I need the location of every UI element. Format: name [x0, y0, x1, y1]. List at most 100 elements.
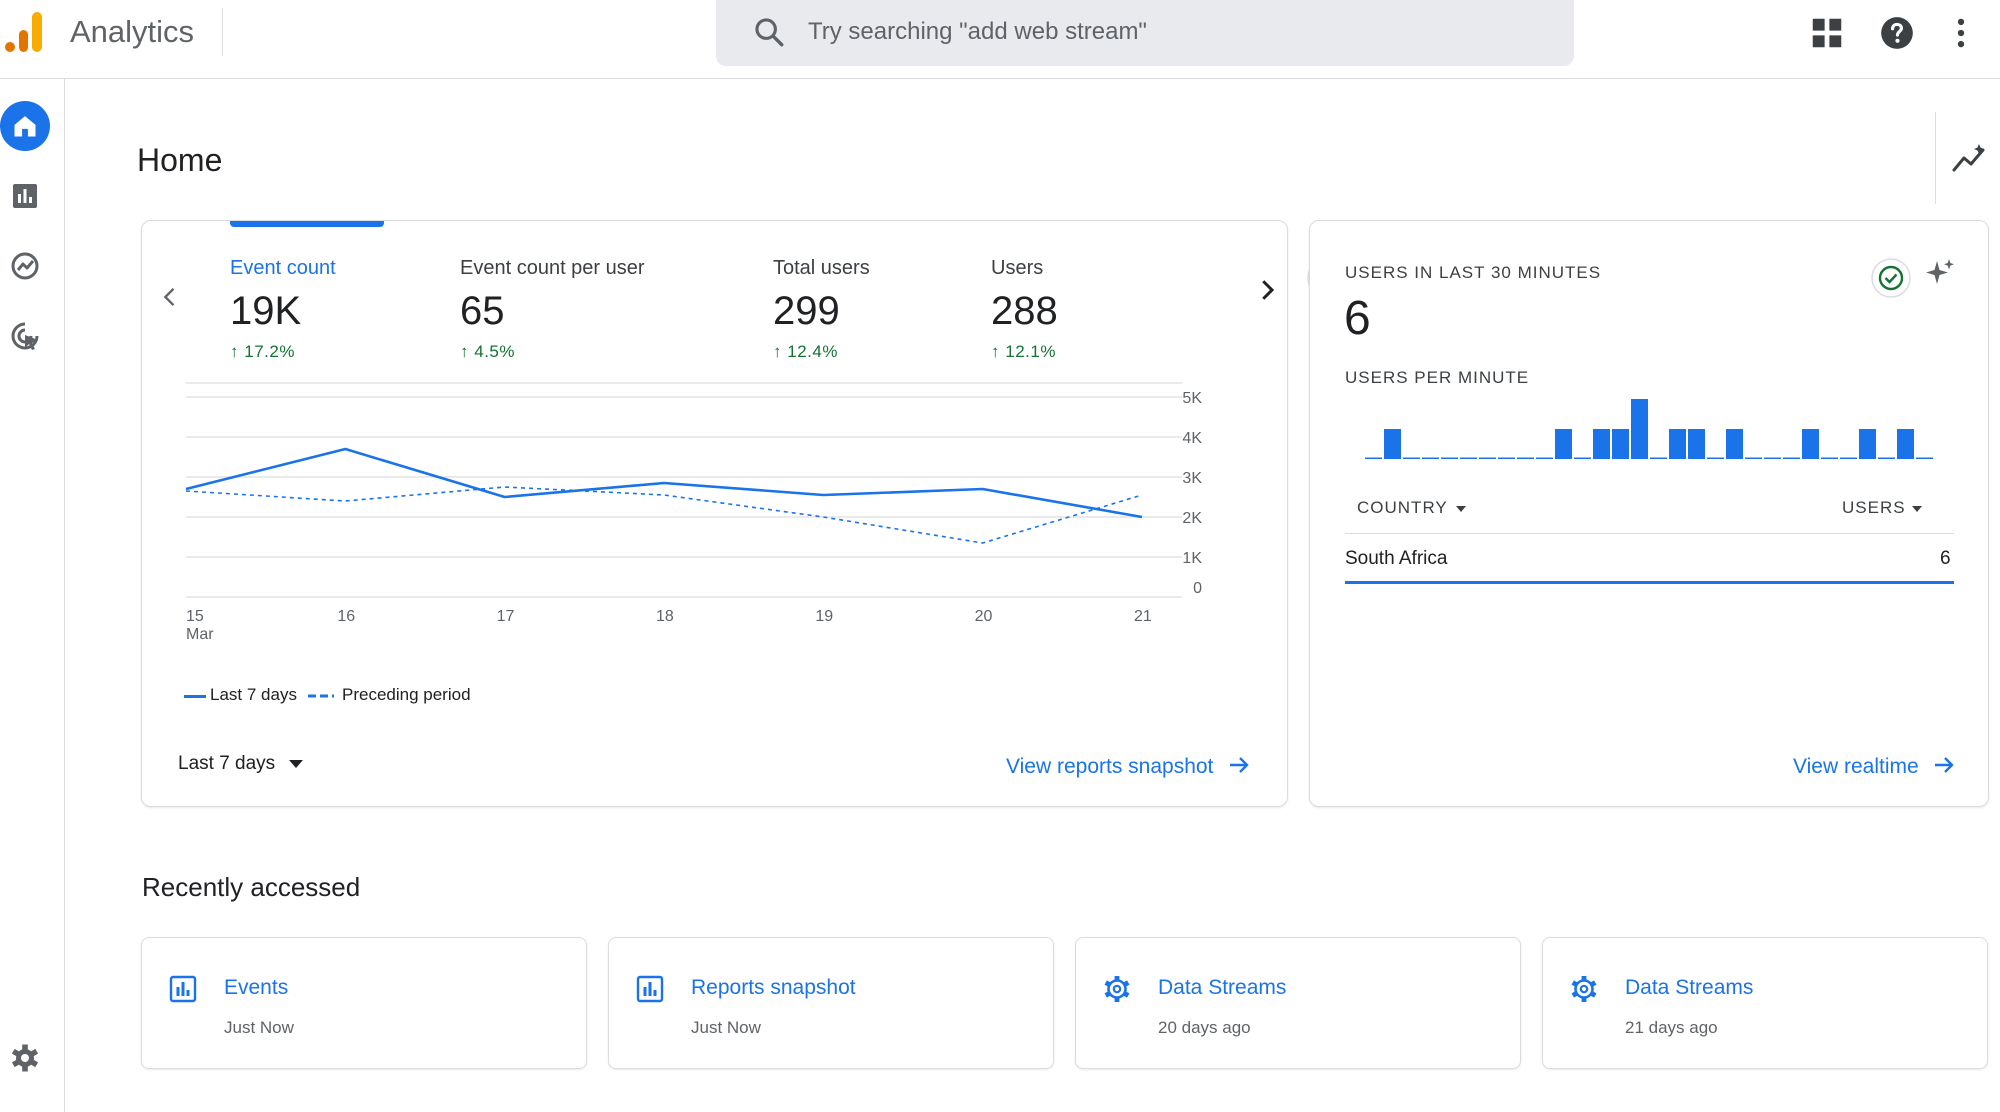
- metric-change: ↑ 12.1%: [991, 342, 1056, 362]
- dropdown-arrow-icon: [288, 760, 303, 768]
- view-reports-snapshot-link[interactable]: View reports snapshot: [1006, 755, 1250, 779]
- minute-bar-empty[interactable]: [1650, 457, 1667, 460]
- minute-bar-empty[interactable]: [1403, 457, 1420, 460]
- metric-change: ↑ 12.4%: [773, 342, 838, 362]
- recent-item-reports-snapshot[interactable]: Reports snapshot Just Now: [608, 937, 1054, 1069]
- minute-bar[interactable]: [1688, 429, 1705, 459]
- arrow-up-icon: ↑: [460, 342, 469, 361]
- row-proportion-bar: [1345, 581, 1954, 584]
- minute-bar-empty[interactable]: [1764, 457, 1781, 460]
- date-range-dropdown[interactable]: Last 7 days: [178, 753, 304, 783]
- realtime-title: USERS IN LAST 30 MINUTES: [1345, 263, 1602, 282]
- minute-bar[interactable]: [1555, 429, 1572, 459]
- legend-swatch-solid: [184, 695, 206, 698]
- minute-bar[interactable]: [1897, 429, 1914, 459]
- table-divider: [1345, 533, 1954, 534]
- sort-dropdown-icon: [1912, 506, 1922, 512]
- recent-item-time: Just Now: [224, 1018, 294, 1037]
- minute-bar-empty[interactable]: [1745, 457, 1762, 460]
- metric-value: 299: [773, 289, 840, 333]
- minute-bar[interactable]: [1384, 429, 1401, 459]
- metric-label: Users: [991, 257, 1044, 279]
- sort-dropdown-icon: [1456, 506, 1466, 512]
- recent-item-time: Just Now: [691, 1018, 761, 1037]
- recent-item-data-streams-2[interactable]: Data Streams 21 days ago: [1542, 937, 1988, 1069]
- minute-bar-empty[interactable]: [1821, 457, 1838, 460]
- search-icon: [755, 18, 784, 47]
- metric-value: 19K: [230, 289, 302, 333]
- minute-bar-empty[interactable]: [1878, 457, 1895, 460]
- link-label: View reports snapshot: [1006, 755, 1214, 778]
- recent-item-title: Reports snapshot: [691, 976, 856, 999]
- x-tick-sublabel: Mar: [186, 626, 214, 643]
- minute-bar[interactable]: [1612, 429, 1629, 459]
- sparkle-icon[interactable]: [1920, 255, 1960, 295]
- view-realtime-link[interactable]: View realtime: [1793, 755, 1955, 779]
- metric-label: Total users: [773, 257, 870, 279]
- y-tick-label: 4K: [1182, 430, 1202, 447]
- recent-item-data-streams[interactable]: Data Streams 20 days ago: [1075, 937, 1521, 1069]
- minute-bar[interactable]: [1669, 429, 1686, 459]
- app-title: Analytics: [70, 14, 195, 49]
- insights-divider: [1935, 112, 1936, 204]
- metric-value: 288: [991, 289, 1058, 333]
- minute-bar[interactable]: [1726, 429, 1743, 459]
- x-tick-label: 15: [186, 608, 204, 625]
- apps-grid-icon[interactable]: [1808, 14, 1846, 52]
- minute-bar-empty[interactable]: [1783, 457, 1800, 460]
- more-vert-icon[interactable]: [1942, 14, 1980, 52]
- search-bar[interactable]: [716, 0, 1574, 66]
- minute-bar-empty[interactable]: [1460, 457, 1477, 460]
- minute-bar[interactable]: [1631, 399, 1648, 459]
- link-label: View realtime: [1793, 755, 1919, 778]
- minute-bar-empty[interactable]: [1517, 457, 1534, 460]
- settings-gear-icon[interactable]: [2, 1035, 48, 1081]
- realtime-subtitle: USERS PER MINUTE: [1345, 368, 1530, 387]
- home-icon: [14, 116, 36, 137]
- reports-icon[interactable]: [2, 173, 48, 219]
- left-nav-rail: [0, 79, 65, 1112]
- minute-bar-empty[interactable]: [1574, 457, 1591, 460]
- legend-label: Last 7 days: [210, 685, 297, 704]
- analytics-logo-icon[interactable]: [4, 10, 44, 54]
- recently-accessed-title: Recently accessed: [142, 872, 361, 902]
- arrow-right-icon: [1935, 757, 1954, 773]
- bar-chart-icon: [169, 975, 197, 1003]
- top-app-bar: Analytics: [0, 0, 2000, 79]
- minute-bar-empty[interactable]: [1479, 457, 1496, 460]
- help-icon[interactable]: [1878, 14, 1916, 52]
- y-tick-label: 3K: [1182, 470, 1202, 487]
- minute-bar-empty[interactable]: [1916, 457, 1933, 460]
- column-header-label: USERS: [1842, 498, 1906, 517]
- recent-item-title: Data Streams: [1158, 976, 1287, 999]
- x-tick-label: 16: [337, 608, 355, 625]
- check-circle-icon[interactable]: [1870, 257, 1912, 299]
- minute-bar-empty[interactable]: [1707, 457, 1724, 460]
- metric-value: 65: [460, 289, 505, 333]
- y-tick-label: 1K: [1182, 550, 1202, 567]
- minute-bar-empty[interactable]: [1422, 457, 1439, 460]
- minute-bar-empty[interactable]: [1536, 457, 1553, 460]
- x-tick-label: 19: [815, 608, 833, 625]
- minute-bar-empty[interactable]: [1840, 457, 1857, 460]
- x-tick-label: 20: [975, 608, 993, 625]
- recent-item-events[interactable]: Events Just Now: [141, 937, 587, 1069]
- minute-bar[interactable]: [1859, 429, 1876, 459]
- column-header-label: COUNTRY: [1357, 498, 1448, 517]
- minute-bar-empty[interactable]: [1365, 457, 1382, 460]
- minute-bar-empty[interactable]: [1498, 457, 1515, 460]
- advertising-icon[interactable]: [2, 313, 48, 359]
- arrow-up-icon: ↑: [230, 342, 239, 361]
- minute-bar[interactable]: [1802, 429, 1819, 459]
- minute-bar[interactable]: [1593, 429, 1610, 459]
- search-input[interactable]: [808, 14, 1508, 50]
- chevron-left-icon[interactable]: [156, 283, 184, 311]
- explore-icon[interactable]: [2, 243, 48, 289]
- gear-icon: [1104, 976, 1130, 1002]
- y-tick-label: 2K: [1182, 510, 1202, 527]
- insights-icon[interactable]: [1950, 140, 1990, 176]
- chevron-right-icon[interactable]: [1252, 275, 1282, 305]
- date-range-label: Last 7 days: [178, 753, 276, 774]
- minute-bar-empty[interactable]: [1441, 457, 1458, 460]
- nav-home[interactable]: [0, 101, 50, 151]
